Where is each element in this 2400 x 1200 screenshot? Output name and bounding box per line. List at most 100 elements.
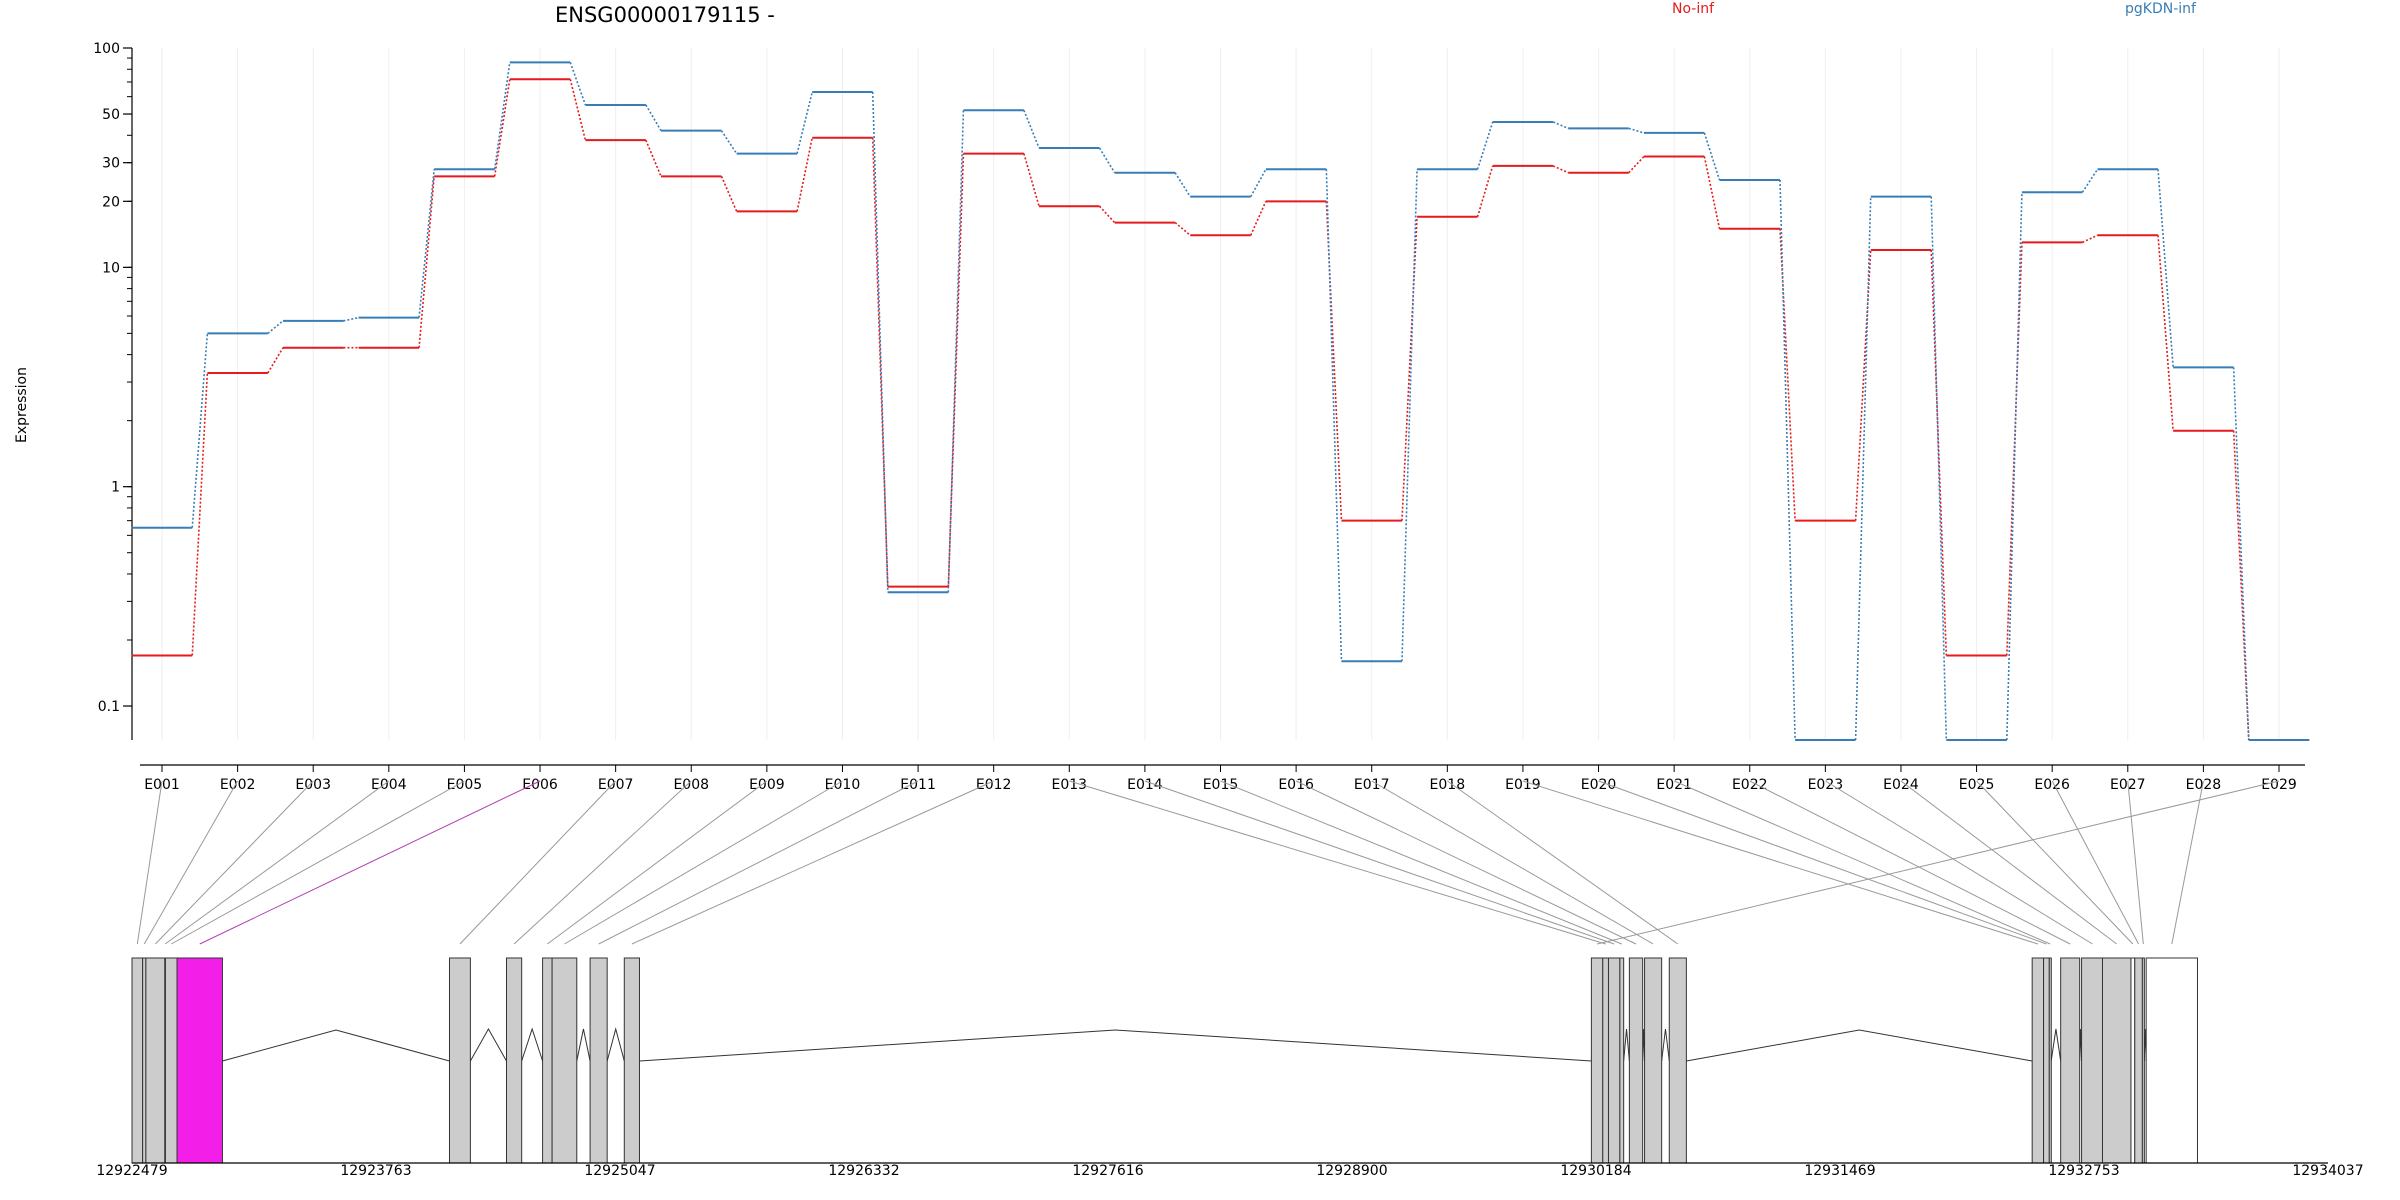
y-tick-label: 20 — [102, 194, 120, 210]
exon-box-e008 — [505, 957, 523, 1164]
series-connector — [267, 347, 284, 374]
series-connector — [2006, 242, 2023, 656]
series-connector — [1476, 165, 1494, 218]
series-connector — [569, 62, 587, 106]
intron-line — [469, 1027, 507, 1062]
connector-line — [1825, 780, 2093, 945]
connector-line — [1144, 780, 1615, 945]
intron-line — [222, 1029, 450, 1062]
exon-box-e023 — [2060, 957, 2081, 1164]
connector-line — [631, 780, 994, 945]
x-tick-label-e024: E024 — [1883, 777, 1919, 793]
x-tick-label-e007: E007 — [598, 777, 634, 793]
genomic-tick-label: 12934037 — [2292, 1163, 2363, 1179]
series-connector — [1552, 121, 1569, 130]
exon-box-e018 — [1644, 957, 1663, 1164]
series-connector — [1628, 155, 1645, 174]
exon-box-e022 — [2048, 957, 2052, 1164]
series-connector — [645, 104, 662, 132]
connector-line — [1900, 780, 2118, 945]
series-connector — [720, 130, 738, 155]
connector-line — [143, 780, 239, 945]
connector-line — [459, 780, 617, 945]
connector-line — [155, 780, 314, 945]
intron-line — [1686, 1029, 2033, 1062]
series-connector — [796, 137, 814, 212]
intron-line — [521, 1027, 544, 1062]
y-tick-label: 100 — [93, 41, 120, 57]
x-tick-label-e002: E002 — [220, 777, 256, 793]
series-connector — [1703, 156, 1721, 229]
y-tick-label: 0.1 — [98, 699, 120, 715]
connector-line — [1295, 780, 1637, 945]
connector-line — [2051, 780, 2140, 945]
exon-box-e011 — [589, 957, 608, 1164]
x-tick-label-e028: E028 — [2186, 777, 2222, 793]
connector-line — [513, 780, 692, 945]
exon-connector-lines — [136, 780, 2280, 945]
genomic-tick-label: 12931469 — [1804, 1163, 1875, 1179]
series-connector — [2232, 430, 2250, 741]
series-connector — [267, 320, 284, 334]
x-tick-label-e003: E003 — [295, 777, 331, 793]
exon-box-e001 — [131, 957, 144, 1164]
y-tick-label: 50 — [102, 107, 120, 123]
y-axis: 0.1 1 10 20 30 50 100 — [93, 41, 133, 740]
series-connector — [191, 372, 209, 656]
x-tick-label-e026: E026 — [2034, 777, 2070, 793]
intron-line — [1661, 1028, 1670, 1062]
connector-line — [1673, 780, 2051, 945]
series-connector — [1250, 168, 1267, 198]
x-tick-label-e008: E008 — [673, 777, 709, 793]
exon-box-e012 — [623, 957, 640, 1164]
series-connector — [493, 62, 511, 170]
series-connector — [1628, 127, 1645, 134]
gridlines — [161, 48, 2280, 740]
series-connector — [2157, 169, 2174, 368]
exon-box-e027 — [2134, 957, 2143, 1164]
connector-line — [1220, 780, 1622, 945]
series-connector — [569, 79, 587, 141]
series-connector — [1779, 180, 1796, 741]
y-axis-label: Expression — [14, 367, 30, 443]
connector-line — [564, 780, 843, 945]
connector-line — [2127, 780, 2144, 945]
x-tick-label-e029: E029 — [2261, 777, 2297, 793]
x-tick-label-e011: E011 — [900, 777, 936, 793]
connector-line — [1976, 780, 2134, 945]
exon-box-e009 — [542, 957, 553, 1164]
series-connector — [1703, 132, 1721, 181]
exon-box-e005 — [164, 957, 178, 1164]
series-connector — [1325, 169, 1343, 662]
genomic-tick-label: 12927616 — [1072, 1163, 1143, 1179]
series-connector — [1098, 205, 1116, 224]
exon-box-e006 — [176, 957, 223, 1164]
legend-entry-no-inf: No-inf — [1672, 1, 1715, 17]
series-connector — [1250, 200, 1267, 236]
series-connector — [2232, 367, 2250, 741]
exon-box-e010 — [551, 957, 578, 1164]
intron-line — [1623, 1028, 1630, 1062]
series-connector — [1023, 109, 1040, 149]
exon-box-e016 — [1619, 957, 1625, 1164]
y-tick-label: 30 — [102, 156, 120, 172]
connector-line — [598, 780, 919, 945]
series-connector — [1401, 216, 1418, 521]
x-tick-label-e018: E018 — [1430, 777, 1466, 793]
series-connector — [947, 153, 965, 587]
connector-line — [2171, 780, 2204, 945]
connector-line — [170, 780, 465, 945]
x-tick-label-e021: E021 — [1656, 777, 1692, 793]
connector-line — [1749, 780, 2071, 945]
connector-line — [1596, 780, 2280, 945]
series-connector — [796, 91, 813, 154]
connector-line — [164, 780, 390, 945]
series-connector — [1476, 121, 1494, 170]
genomic-tick-label: 12930184 — [1560, 1163, 1631, 1179]
series-connector — [1174, 172, 1191, 198]
x-tick-label-e016: E016 — [1278, 777, 1314, 793]
series-connector — [720, 176, 738, 212]
series-connector — [871, 91, 889, 593]
exon-box-e025 — [2101, 957, 2132, 1164]
series-connector — [2157, 235, 2174, 431]
